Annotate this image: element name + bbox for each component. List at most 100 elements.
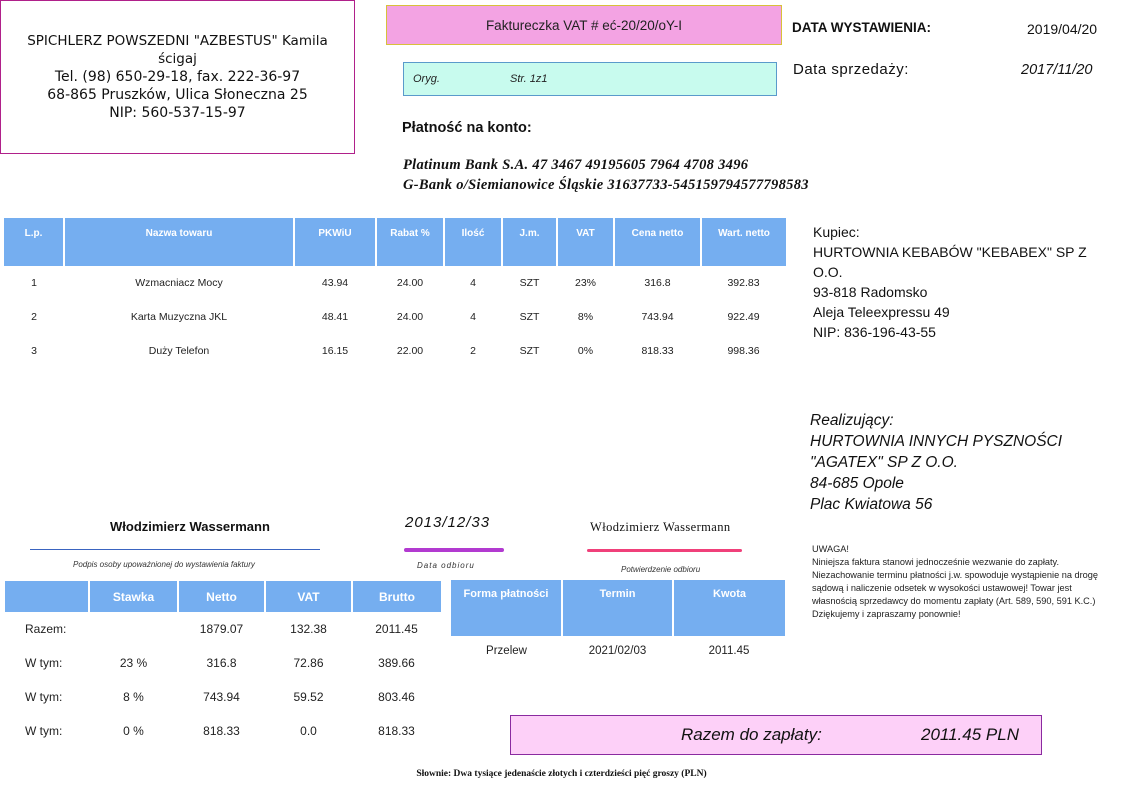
cell: 2011.45 xyxy=(375,622,418,636)
cell: 3 xyxy=(31,345,37,357)
payment-form-table: Forma płatności Termin Kwota Przelew 202… xyxy=(451,580,785,666)
table-row: Razem: 1879.07 132.38 2011.45 xyxy=(5,612,441,646)
table-row: W tym: 8 % 743.94 59.52 803.46 xyxy=(5,680,441,714)
items-table: L.p. Nazwa towaru PKWiU Rabat % Ilość J.… xyxy=(4,218,786,368)
col-header-pkwiu: PKWiU xyxy=(294,218,377,266)
cell: 803.46 xyxy=(378,690,415,704)
cell: Razem: xyxy=(25,622,67,636)
cell: 0.0 xyxy=(300,724,317,738)
cell: 922.49 xyxy=(727,311,760,323)
payform-header-row: Forma płatności Termin Kwota xyxy=(451,580,785,636)
realizer-label: Realizujący: xyxy=(810,412,894,429)
cell: 43.94 xyxy=(321,277,349,289)
cell: W tym: xyxy=(25,656,63,670)
cell: 16.15 xyxy=(321,345,349,357)
receipt-date-line xyxy=(404,548,504,552)
cell: 998.36 xyxy=(727,345,760,357)
seller-phone: Tel. (98) 650-29-18, fax. 222-36-97 xyxy=(54,69,301,85)
cell: 316.8 xyxy=(206,656,237,670)
col-header-qty: Ilość xyxy=(444,218,503,266)
realizer-city: 84-685 Opole xyxy=(810,475,904,492)
issue-date-label: DATA WYSTAWIENIA: xyxy=(792,20,931,35)
col-header-name: Nazwa towaru xyxy=(64,218,295,266)
items-header-row: L.p. Nazwa towaru PKWiU Rabat % Ilość J.… xyxy=(4,218,786,266)
cell: 0% xyxy=(577,345,594,357)
table-row: W tym: 0 % 818.33 0.0 818.33 xyxy=(5,714,441,748)
cell: 743.94 xyxy=(203,690,240,704)
issue-date-value: 2019/04/20 xyxy=(1027,21,1098,37)
buyer-street: Aleja Teleexpressu 49 xyxy=(813,304,950,320)
cell: W tym: xyxy=(25,724,63,738)
cell: 24.00 xyxy=(396,311,424,323)
total-due-label: Razem do zapłaty: xyxy=(681,725,822,744)
cell: 392.83 xyxy=(727,277,760,289)
cell: W tym: xyxy=(25,690,63,704)
table-row: 1 Wzmacniacz Mocy 43.94 24.00 4 SZT 23% … xyxy=(4,266,786,300)
cell: 22.00 xyxy=(396,345,424,357)
cell: 2 xyxy=(470,345,476,357)
receiver-caption: Potwierdzenie odbioru xyxy=(621,565,701,574)
invoice-title: Faktureczka VAT # eć-20/20/oY-I xyxy=(386,5,782,45)
cell: 389.66 xyxy=(378,656,415,670)
seller-address: 68-865 Pruszków, Ulica Słoneczna 25 xyxy=(47,87,308,103)
cell: Karta Muzyczna JKL xyxy=(130,311,228,323)
col-header-vat: VAT xyxy=(265,581,353,612)
issuer-signature-line xyxy=(30,549,320,550)
table-row: W tym: 23 % 316.8 72.86 389.66 xyxy=(5,646,441,680)
cell: 132.38 xyxy=(290,622,327,636)
cell: 316.8 xyxy=(644,277,671,289)
receipt-date-caption: Data odbioru xyxy=(417,561,475,570)
cell: SZT xyxy=(519,277,540,289)
buyer-name: HURTOWNIA KEBABÓW "KEBABEX" SP Z O.O. xyxy=(813,244,1087,280)
cell: 4 xyxy=(470,277,476,289)
col-header-payment-form: Forma płatności xyxy=(451,580,563,636)
col-header-amount: Kwota xyxy=(673,580,785,636)
cell: Duży Telefon xyxy=(148,345,210,357)
bank-account-2: G-Bank o/Siemianowice Śląskie 31637733-5… xyxy=(403,177,809,193)
notice-body: Niniejsza faktura stanowi jednocześnie w… xyxy=(812,557,1098,606)
sale-date-value: 2017/11/20 xyxy=(1021,62,1093,78)
issuer-caption: Podpis osoby upoważnionej do wystawienia… xyxy=(73,560,255,569)
copy-info: Oryg. Str. 1z1 xyxy=(403,62,777,96)
col-header-lp: L.p. xyxy=(4,218,65,266)
receipt-date: 2013/12/33 xyxy=(405,514,491,531)
col-header-vat: VAT xyxy=(557,218,615,266)
table-row: Przelew 2021/02/03 2011.45 xyxy=(451,636,785,666)
cell: 743.94 xyxy=(641,311,674,323)
cell: SZT xyxy=(519,311,540,323)
cell: 1879.07 xyxy=(199,622,244,636)
seller-info: SPICHLERZ POWSZEDNI "AZBESTUS" Kamila śc… xyxy=(0,0,355,154)
cell: 818.33 xyxy=(641,345,674,357)
vat-summary-table: Stawka Netto VAT Brutto Razem: 1879.07 1… xyxy=(5,581,441,748)
col-header-net: Netto xyxy=(178,581,266,612)
cell: 2021/02/03 xyxy=(588,645,647,657)
cell: 818.33 xyxy=(203,724,240,738)
notice-thanks: Dziękujemy i zapraszamy ponownie! xyxy=(812,609,961,619)
buyer-nip: NIP: 836-196-43-55 xyxy=(813,324,936,340)
col-header-due-date: Termin xyxy=(562,580,674,636)
cell: Wzmacniacz Mocy xyxy=(135,277,223,289)
vat-header-row: Stawka Netto VAT Brutto xyxy=(5,581,441,612)
buyer-info: Kupiec: HURTOWNIA KEBABÓW "KEBABEX" SP Z… xyxy=(813,222,1113,342)
col-header-gross: Brutto xyxy=(352,581,441,612)
col-header-empty xyxy=(5,581,90,612)
col-header-net-price: Cena netto xyxy=(614,218,702,266)
payment-label: Płatność na konto: xyxy=(402,120,532,136)
realizer-street: Plac Kwiatowa 56 xyxy=(810,496,933,513)
sale-date-label: Data sprzedaży: xyxy=(793,61,909,78)
payment-notice: UWAGA! Niniejsza faktura stanowi jednocz… xyxy=(812,543,1112,621)
buyer-city: 93-818 Radomsko xyxy=(813,284,928,300)
cell: 4 xyxy=(470,311,476,323)
col-header-rate: Stawka xyxy=(89,581,179,612)
total-due-box: Razem do zapłaty: 2011.45 PLN xyxy=(510,715,1042,755)
total-due-value: 2011.45 PLN xyxy=(921,725,1019,744)
seller-nip: NIP: 560-537-15-97 xyxy=(109,105,246,121)
page-number: Str. 1z1 xyxy=(510,73,548,85)
cell: 23% xyxy=(574,277,596,289)
cell: 48.41 xyxy=(321,311,349,323)
cell: 8% xyxy=(577,311,594,323)
cell: 8 % xyxy=(123,690,144,704)
col-header-net-value: Wart. netto xyxy=(701,218,786,266)
table-row: 2 Karta Muzyczna JKL 48.41 24.00 4 SZT 8… xyxy=(4,300,786,334)
seller-name: SPICHLERZ POWSZEDNI "AZBESTUS" Kamila śc… xyxy=(27,33,328,67)
